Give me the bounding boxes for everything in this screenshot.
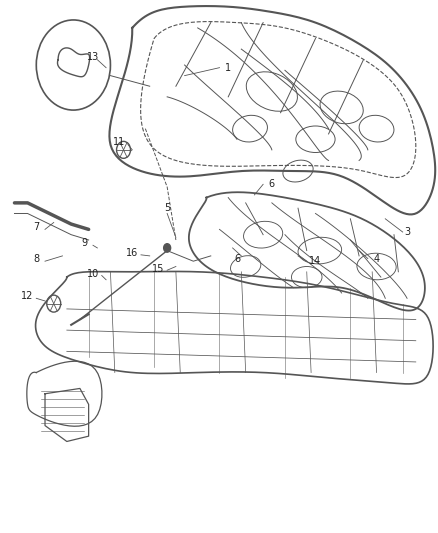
Text: 14: 14: [309, 256, 321, 266]
Text: 3: 3: [403, 227, 409, 237]
Text: 16: 16: [126, 248, 138, 259]
Text: 15: 15: [152, 264, 164, 274]
Text: 5: 5: [164, 203, 170, 213]
Text: 6: 6: [268, 179, 274, 189]
Circle shape: [163, 244, 170, 252]
Text: 13: 13: [87, 52, 99, 62]
Text: 1: 1: [225, 63, 231, 72]
Text: 12: 12: [21, 290, 34, 301]
Text: 8: 8: [33, 254, 39, 263]
Text: 6: 6: [233, 254, 240, 263]
Text: 10: 10: [87, 270, 99, 279]
Text: 7: 7: [33, 222, 39, 232]
Text: 9: 9: [81, 238, 87, 248]
Text: 11: 11: [113, 137, 125, 147]
Text: 4: 4: [373, 254, 379, 263]
